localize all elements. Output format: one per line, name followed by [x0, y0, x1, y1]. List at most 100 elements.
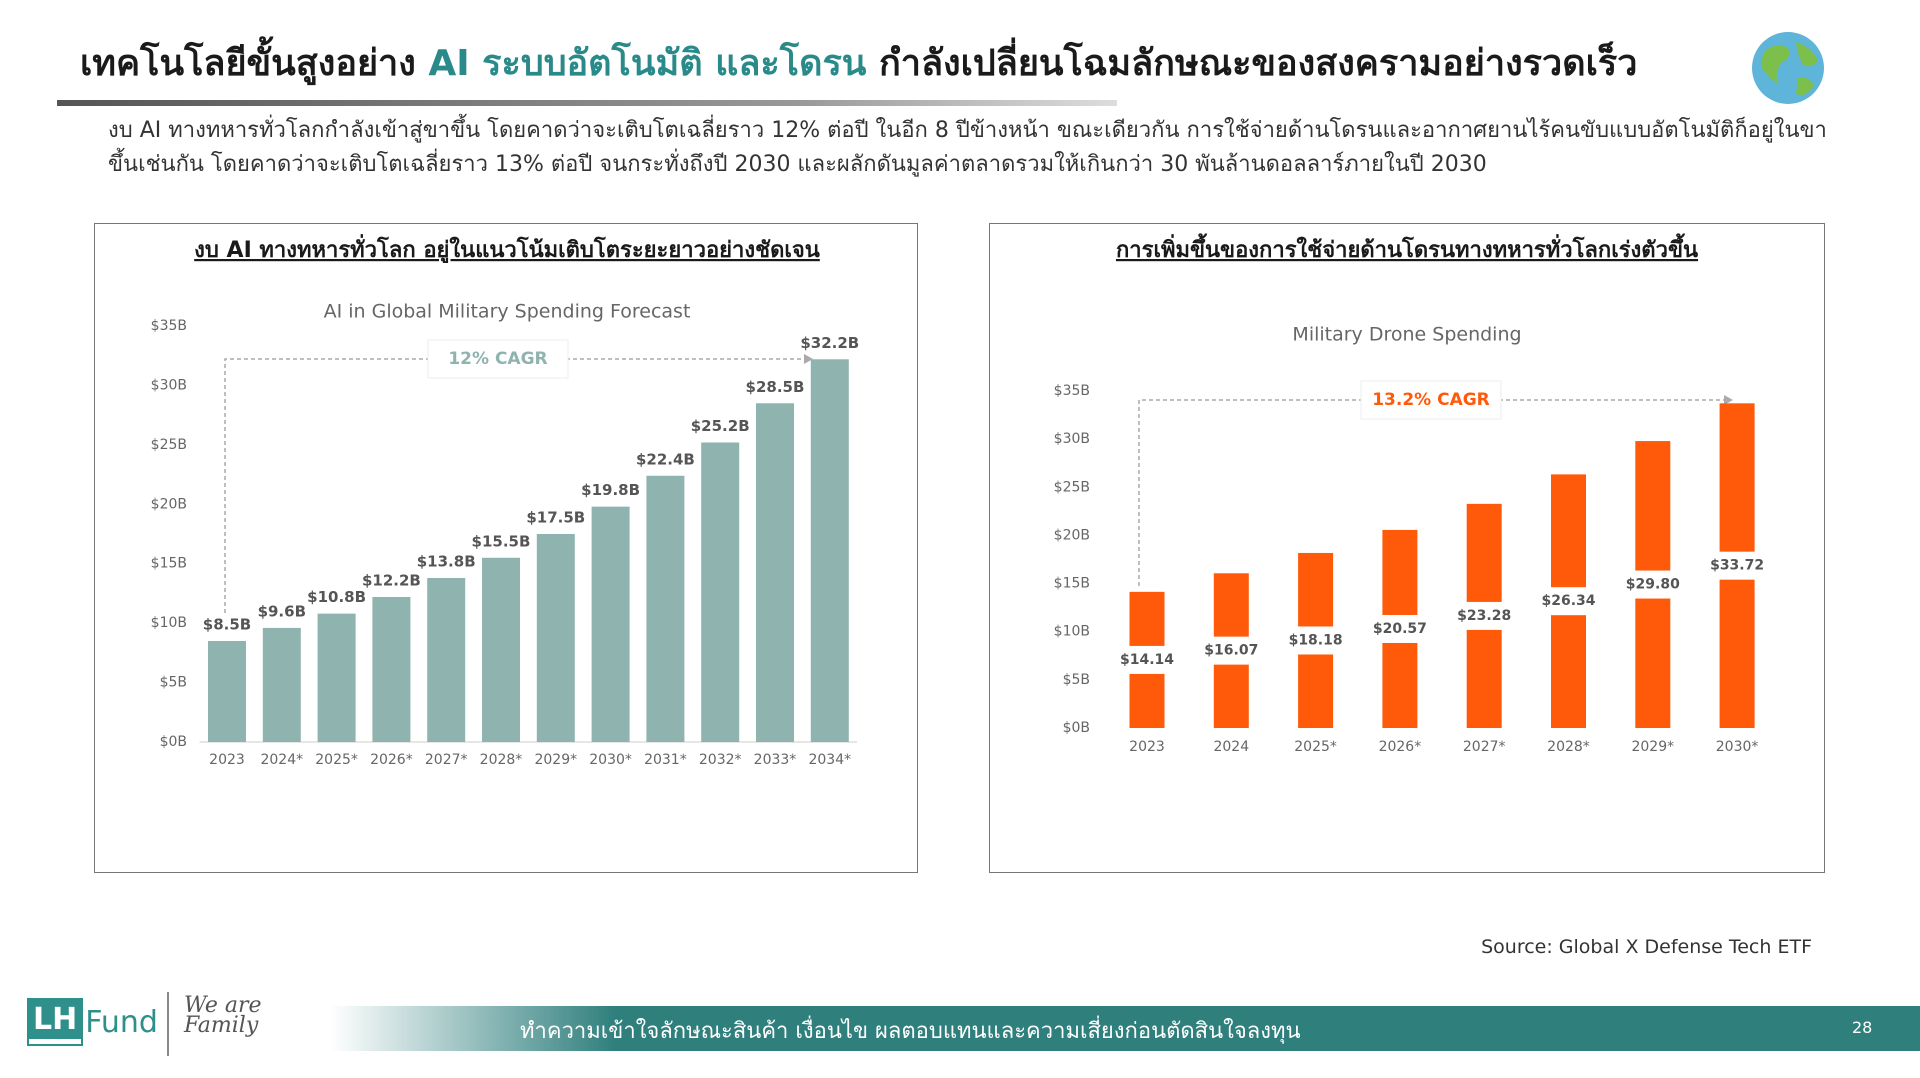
- y-tick-label: $15B: [1054, 576, 1090, 592]
- chart-panel: การเพิ่มขึ้นของการใช้จ่ายด้านโดรนทางทหาร…: [989, 223, 1825, 873]
- panel-heading: งบ AI ทางทหารทั่วโลก อยู่ในแนวโน้มเติบโต…: [194, 233, 820, 264]
- x-tick-label: 2025*: [315, 752, 358, 768]
- tagline: We are Family: [184, 993, 262, 1038]
- divider: [167, 992, 169, 1056]
- bar: [591, 506, 630, 742]
- bar: [262, 627, 301, 742]
- logo: LH Fund: [26, 998, 158, 1046]
- y-tick-label: $20B: [151, 496, 187, 512]
- bar: [372, 596, 411, 742]
- x-tick-label: 2024*: [260, 752, 303, 768]
- value-label-bg: [1528, 587, 1609, 616]
- y-tick-label: $30B: [151, 377, 187, 393]
- title-part: เทคโนโลยีขั้นสูงอย่าง: [80, 43, 416, 84]
- value-label: $10.8B: [307, 588, 366, 606]
- x-tick-label: 2027*: [425, 752, 468, 768]
- title-part: กำลังเปลี่ยนโฉมลักษณะของสงครามอย่างรวดเร…: [878, 43, 1638, 84]
- x-tick-label: 2023: [1129, 739, 1165, 755]
- bar: [646, 475, 685, 742]
- value-label: $16.07: [1204, 643, 1258, 659]
- chart: งบ AI ทางทหารทั่วโลก อยู่ในแนวโน้มเติบโต…: [151, 233, 860, 768]
- bar: [756, 403, 794, 742]
- x-tick-label: 2031*: [644, 752, 687, 768]
- value-label-bg: [1359, 614, 1440, 643]
- y-tick-label: $25B: [1054, 479, 1090, 495]
- y-tick-label: $20B: [1054, 527, 1090, 543]
- value-label: $9.6B: [258, 602, 306, 620]
- y-tick-label: $25B: [151, 437, 187, 453]
- value-label: $20.57: [1373, 621, 1427, 637]
- y-tick-label: $10B: [1054, 624, 1090, 640]
- cagr-arrow: [224, 358, 805, 613]
- cagr-arrow: [1138, 399, 1725, 586]
- value-label: $25.2B: [691, 417, 750, 435]
- value-label: $14.14: [1120, 652, 1174, 668]
- y-tick-label: $35B: [1054, 383, 1090, 399]
- slide-title: เทคโนโลยีขั้นสูงอย่าง AI ระบบอัตโนมัติ แ…: [80, 34, 1637, 91]
- value-label: $15.5B: [472, 532, 531, 550]
- value-label-bg: [1107, 645, 1187, 674]
- value-label: $8.5B: [203, 615, 251, 633]
- y-tick-label: $0B: [1063, 720, 1090, 736]
- value-label-bg: [1191, 636, 1272, 665]
- y-tick-label: $35B: [151, 318, 187, 334]
- panel-heading: การเพิ่มขึ้นของการใช้จ่ายด้านโดรนทางทหาร…: [1116, 233, 1698, 263]
- bar: [317, 613, 356, 742]
- bar: [427, 577, 466, 742]
- value-label: $12.2B: [362, 571, 421, 589]
- value-label: $13.8B: [417, 552, 476, 570]
- x-tick-label: 2024: [1213, 739, 1249, 755]
- arrow-head: [804, 354, 813, 364]
- footer-text: ทำความเข้าใจลักษณะสินค้า เงื่อนไข ผลตอบแ…: [520, 1019, 1301, 1044]
- footer-band: [330, 1006, 1920, 1051]
- x-tick-label: 2032*: [699, 752, 742, 768]
- annotation: 13.2% CAGR: [1372, 390, 1490, 410]
- annotation-box: [1360, 380, 1502, 420]
- x-tick-label: 2033*: [754, 752, 797, 768]
- value-label-bg: [1444, 601, 1525, 630]
- description: งบ AI ทางทหารทั่วโลกกำลังเข้าสู่ขาขึ้น โ…: [108, 118, 1827, 177]
- value-label: $18.18: [1289, 632, 1343, 648]
- value-label: $26.34: [1541, 593, 1595, 609]
- y-tick-label: $5B: [1063, 672, 1090, 688]
- value-label-bg: [1612, 570, 1693, 599]
- x-tick-label: 2025*: [1294, 739, 1337, 755]
- logo-mark: LH: [26, 998, 84, 1046]
- value-label: $22.4B: [636, 450, 695, 468]
- value-label: $28.5B: [746, 378, 805, 396]
- value-label: $23.28: [1457, 608, 1511, 624]
- x-tick-label: 2029*: [1631, 739, 1674, 755]
- x-tick-label: 2027*: [1463, 739, 1506, 755]
- y-tick-label: $15B: [151, 556, 187, 572]
- value-label: $17.5B: [526, 509, 585, 527]
- x-tick-label: 2029*: [534, 752, 577, 768]
- value-label: $32.2B: [800, 334, 859, 352]
- bar: [208, 640, 246, 742]
- bar: [701, 442, 740, 742]
- chart-title: AI in Global Military Spending Forecast: [324, 301, 691, 323]
- chart-title: Military Drone Spending: [1292, 324, 1521, 346]
- title-highlight: AI ระบบอัตโนมัติ และโดรน: [428, 43, 867, 84]
- chart-panel: งบ AI ทางทหารทั่วโลก อยู่ในแนวโน้มเติบโต…: [94, 223, 918, 873]
- globe-icon: [1752, 32, 1824, 104]
- value-label: $33.72: [1710, 558, 1764, 574]
- x-tick-label: 2028*: [480, 752, 523, 768]
- bar: [482, 557, 520, 742]
- annotation-box: [427, 339, 569, 379]
- x-tick-label: 2023: [209, 752, 245, 768]
- bar: [810, 359, 849, 742]
- page-number: 28: [1852, 1018, 1873, 1037]
- logo-text: Fund: [85, 1004, 158, 1040]
- value-label-bg: [1275, 626, 1356, 655]
- y-tick-label: $10B: [151, 615, 187, 631]
- value-label-bg: [1697, 551, 1778, 580]
- bar: [536, 534, 575, 742]
- y-tick-label: $0B: [160, 734, 187, 750]
- value-label: $29.80: [1626, 577, 1680, 593]
- title-rule: [57, 100, 1117, 106]
- x-tick-label: 2030*: [1716, 739, 1759, 755]
- x-tick-label: 2026*: [1379, 739, 1422, 755]
- y-tick-label: $30B: [1054, 431, 1090, 447]
- chart: การเพิ่มขึ้นของการใช้จ่ายด้านโดรนทางทหาร…: [1054, 233, 1778, 755]
